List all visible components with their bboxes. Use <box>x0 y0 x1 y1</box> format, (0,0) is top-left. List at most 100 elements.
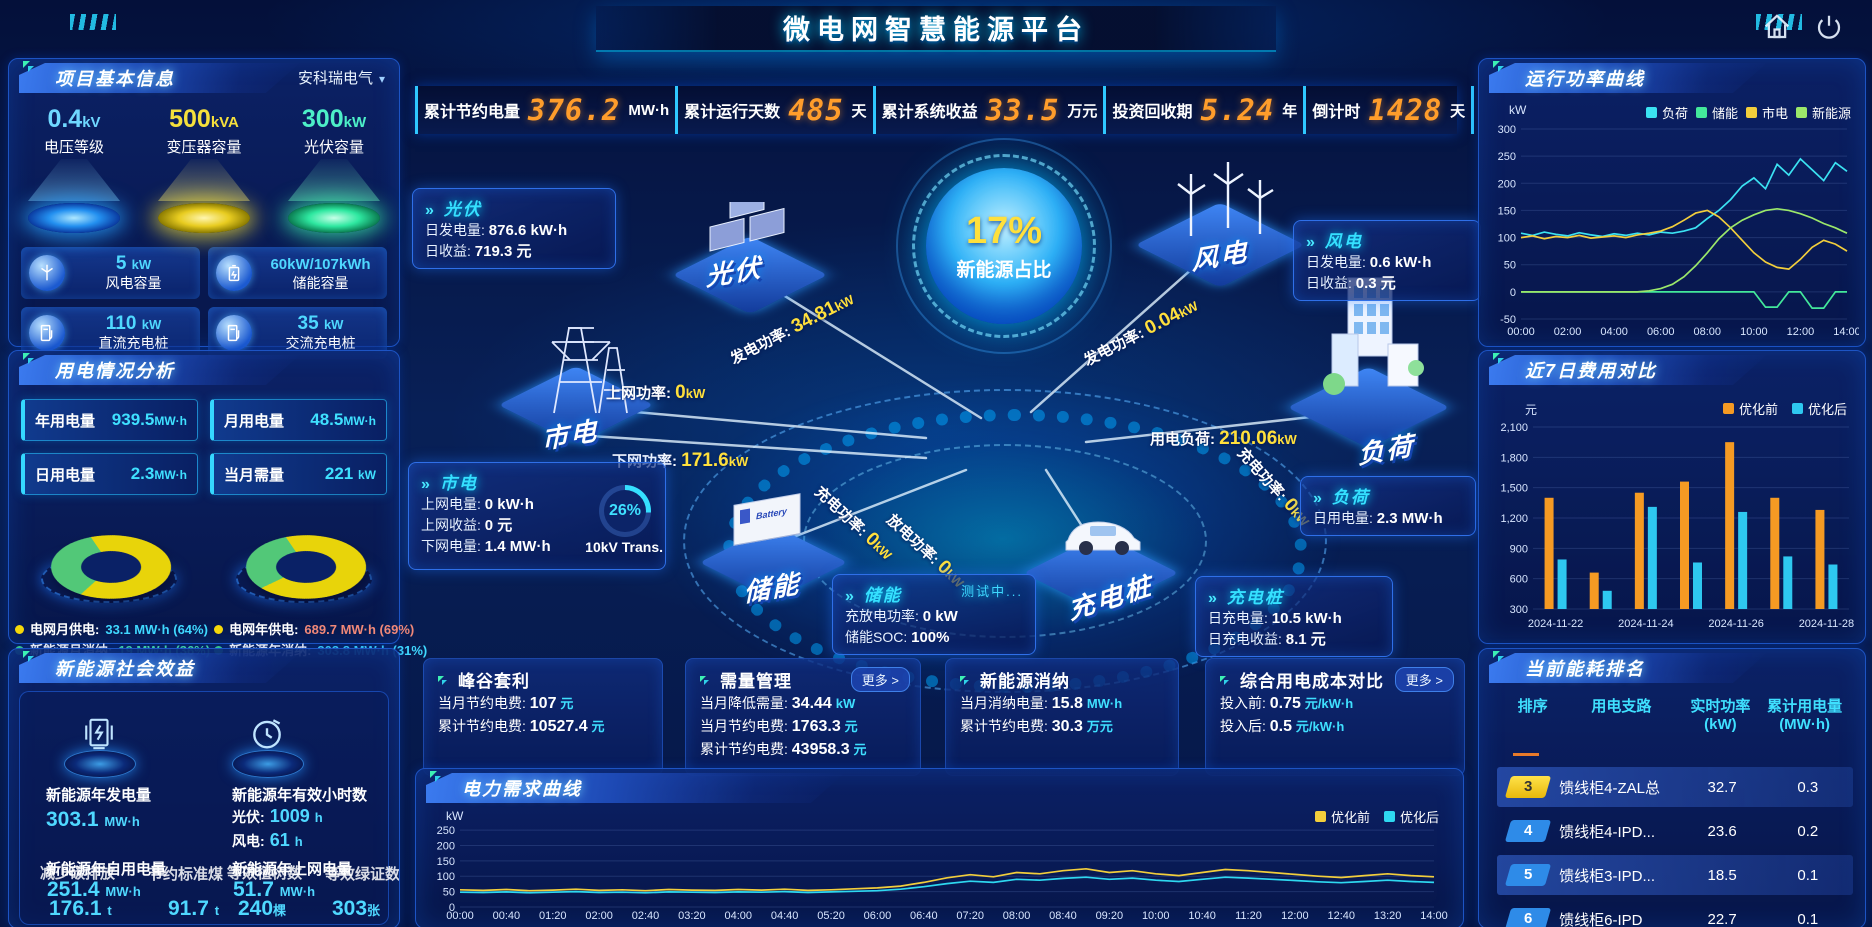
home-icon[interactable] <box>1762 12 1792 42</box>
box-arrow-icon: » <box>1306 234 1317 251</box>
wind-info-box: » 风电 日发电量: 0.6 kW·h 日收益: 0.3 元 <box>1293 220 1481 301</box>
glow-disc <box>288 203 380 233</box>
renewable-share-value: 17% <box>965 210 1043 252</box>
legend-item[interactable]: 优化后 <box>1383 807 1439 826</box>
self-use-value: 251.4 MW·h <box>47 878 141 901</box>
panel-project-info: 项目基本信息 安科瑞电气 ▾ 0.4kV 电压等级 500kVA 变压器容量 30… <box>8 58 400 359</box>
ranking-row[interactable]: 5 馈线柜3-IPD... 18.5 0.1 <box>1497 855 1853 895</box>
svg-text:-50: -50 <box>1500 314 1516 326</box>
kpi-bar: 累计节约电量 376.2 MW·h 累计运行天数 485 天 累计系统收益 33.5 万元 … <box>415 86 1475 134</box>
svg-text:0: 0 <box>449 902 455 914</box>
mini-corner-icon <box>1220 676 1232 688</box>
svg-text:04:40: 04:40 <box>771 910 799 922</box>
panel-corner-icon <box>1493 651 1507 665</box>
svg-text:250: 250 <box>1498 151 1516 163</box>
year-supply-donut <box>228 509 383 608</box>
ranking-divider <box>1513 753 1539 756</box>
legend-swatch-icon <box>1791 403 1803 414</box>
charger-icon <box>216 315 252 351</box>
svg-text:08:00: 08:00 <box>1694 326 1722 338</box>
ranking-row[interactable]: 3 馈线柜4-ZAL总 32.7 0.3 <box>1497 767 1853 807</box>
cost-more-button[interactable]: 更多 > <box>1394 667 1454 692</box>
ranking-row[interactable]: 6 馈线柜6-IPD 22.7 0.1 <box>1497 899 1853 927</box>
svg-text:02:00: 02:00 <box>1554 326 1582 338</box>
transformer-label: 10kV Trans. <box>585 539 663 555</box>
panel-corner-icon <box>23 353 37 367</box>
renewable-share-orb: 17% 新能源占比 <box>896 138 1112 354</box>
legend-item[interactable]: 优化后 <box>1791 399 1847 418</box>
tree-value: 240棵 <box>238 897 287 920</box>
power-icon[interactable] <box>1814 12 1844 42</box>
cert-label: 等效绿证数 <box>325 866 400 883</box>
svg-text:13:20: 13:20 <box>1374 910 1402 922</box>
panel-title: 近7日费用对比 <box>1525 361 1658 381</box>
panel-corner-icon <box>23 651 37 665</box>
legend-item[interactable]: 优化前 <box>1314 807 1370 826</box>
pv-info-box: » 光伏 日发电量: 876.6 kW·h 日收益: 719.3 元 <box>412 188 616 269</box>
svg-text:00:00: 00:00 <box>1507 326 1535 338</box>
svg-text:100: 100 <box>437 871 455 883</box>
ranking-row[interactable]: 4 馈线柜4-IPD... 23.6 0.2 <box>1497 811 1853 851</box>
svg-text:250: 250 <box>437 825 455 837</box>
glow-disc <box>158 203 250 233</box>
solar-panels-icon <box>709 202 785 252</box>
company-select[interactable]: 安科瑞电气 ▾ <box>297 70 385 87</box>
legend-label: 负荷 <box>1661 106 1688 121</box>
svg-text:100: 100 <box>1498 233 1516 245</box>
box-arrow-icon: » <box>425 202 436 219</box>
demand-y-unit: kW <box>446 809 464 823</box>
capsule-voltage: 0.4kV 电压等级 <box>15 105 133 233</box>
grid-dot-icon <box>15 625 24 634</box>
svg-text:12:00: 12:00 <box>1787 326 1815 338</box>
svg-text:50: 50 <box>443 887 455 899</box>
legend-item[interactable]: 优化前 <box>1722 399 1778 418</box>
charger-info-box: » 充电桩 日充电量: 10.5 kW·h 日充电收益: 8.1 元 <box>1195 576 1393 657</box>
box-arrow-icon: » <box>1208 590 1219 607</box>
wind-turbines-icon <box>1177 162 1274 236</box>
demand-more-button[interactable]: 更多 > <box>850 667 910 692</box>
panel-title: 运行功率曲线 <box>1525 69 1645 89</box>
capsule-pv-capacity: 300kW 光伏容量 <box>275 105 393 233</box>
svg-text:06:00: 06:00 <box>1647 326 1675 338</box>
panel-usage-analysis: 用电情况分析 年用电量 939.5MW·h 月用电量 48.5MW·h 日用电量 2.… <box>8 350 427 658</box>
svg-text:150: 150 <box>1498 205 1516 217</box>
svg-text:200: 200 <box>1498 178 1516 190</box>
legend-swatch-icon <box>1383 811 1395 822</box>
svg-text:09:20: 09:20 <box>1096 910 1124 922</box>
power-tower-icon <box>551 327 628 414</box>
svg-text:1,200: 1,200 <box>1500 513 1528 525</box>
panel-social-benefit: 新能源社会效益 新能源年发电量 303.1 MW·h 新能源年有效小时数 光伏:… <box>8 648 400 927</box>
legend-item[interactable]: 新能源 <box>1795 103 1851 122</box>
svg-text:04:00: 04:00 <box>1600 326 1628 338</box>
kpi-run-days: 累计运行天数 485 天 <box>675 86 872 134</box>
svg-text:0: 0 <box>1510 287 1516 299</box>
panel-demand-curve: 电力需求曲线 kW 优化前 优化后 250 200 150 100 50 0 00:00 00:… <box>415 768 1464 927</box>
box-arrow-icon: » <box>845 588 856 605</box>
cost-compare-box: 综合用电成本对比 更多 > 投入前: 0.75 元/kW·h 投入后: 0.5 … <box>1205 658 1465 776</box>
legend-swatch-icon <box>1314 811 1326 822</box>
tree-label: 等效植树数 <box>227 865 303 882</box>
load-info-box: » 负荷 日用电量: 2.3 MW·h <box>1300 476 1476 536</box>
svg-text:02:00: 02:00 <box>585 910 613 922</box>
panel-power-curve: 运行功率曲线 kW 负荷 储能 市电 新能源 300 250 200 150 100 50 0 -5… <box>1478 58 1866 347</box>
svg-text:200: 200 <box>437 840 455 852</box>
svg-text:2024-11-22: 2024-11-22 <box>1528 618 1583 630</box>
legend-item[interactable]: 市电 <box>1745 103 1788 122</box>
legend-label: 新能源 <box>1811 106 1851 121</box>
legend-item[interactable]: 负荷 <box>1645 103 1688 122</box>
generation-pedestal <box>62 714 136 778</box>
ev-car-icon <box>1065 521 1141 555</box>
storage-status-badge: 测试中... <box>961 584 1023 599</box>
svg-text:1,800: 1,800 <box>1500 452 1528 464</box>
panel-title: 项目基本信息 <box>55 69 175 89</box>
legend-item[interactable]: 储能 <box>1695 103 1738 122</box>
svg-text:600: 600 <box>1510 574 1528 586</box>
panel-title: 用电情况分析 <box>55 361 175 381</box>
title-decoration <box>70 14 116 30</box>
svg-text:08:40: 08:40 <box>1049 910 1077 922</box>
battery-container-icon: Battery <box>733 493 801 546</box>
svg-text:14:00: 14:00 <box>1420 910 1448 922</box>
grid-dot-icon <box>214 625 224 634</box>
legend-swatch-icon <box>1722 403 1734 414</box>
